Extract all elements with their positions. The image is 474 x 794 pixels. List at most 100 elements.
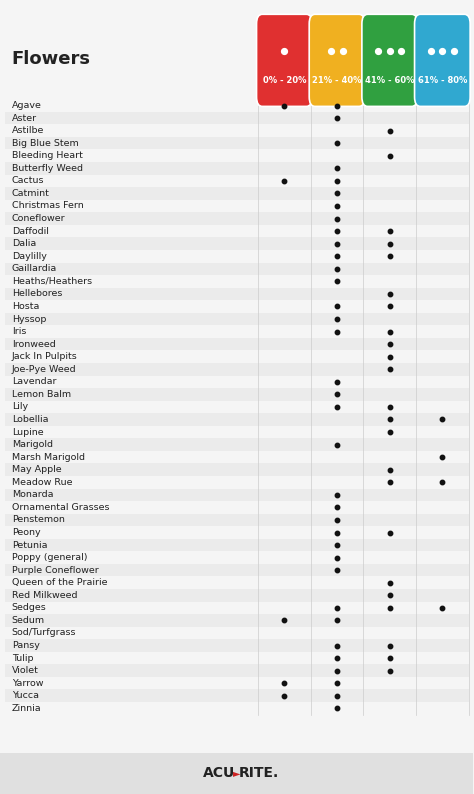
FancyBboxPatch shape	[5, 338, 469, 350]
FancyBboxPatch shape	[5, 263, 469, 275]
Text: Sod/Turfgrass: Sod/Turfgrass	[12, 629, 76, 638]
FancyBboxPatch shape	[5, 464, 469, 476]
FancyBboxPatch shape	[5, 426, 469, 438]
FancyBboxPatch shape	[5, 300, 469, 313]
FancyBboxPatch shape	[415, 14, 470, 106]
FancyBboxPatch shape	[5, 363, 469, 376]
Text: Lemon Balm: Lemon Balm	[12, 390, 71, 399]
FancyBboxPatch shape	[5, 589, 469, 602]
Text: Jack In Pulpits: Jack In Pulpits	[12, 353, 78, 361]
FancyBboxPatch shape	[5, 413, 469, 426]
FancyBboxPatch shape	[5, 313, 469, 326]
Text: Daffodil: Daffodil	[12, 226, 49, 236]
Text: Penstemon: Penstemon	[12, 515, 65, 525]
Text: Zinnia: Zinnia	[12, 703, 41, 713]
Text: Poppy (general): Poppy (general)	[12, 553, 87, 562]
Text: Ironweed: Ironweed	[12, 340, 55, 349]
Text: Flowers: Flowers	[12, 50, 91, 67]
Text: Yucca: Yucca	[12, 692, 39, 700]
Text: Coneflower: Coneflower	[12, 214, 65, 223]
FancyBboxPatch shape	[5, 564, 469, 576]
Text: 41% - 60%: 41% - 60%	[365, 76, 414, 85]
FancyBboxPatch shape	[362, 14, 418, 106]
FancyBboxPatch shape	[5, 401, 469, 413]
Text: Heaths/Heathers: Heaths/Heathers	[12, 277, 92, 286]
FancyBboxPatch shape	[5, 451, 469, 464]
FancyBboxPatch shape	[5, 614, 469, 626]
FancyBboxPatch shape	[5, 665, 469, 677]
FancyBboxPatch shape	[5, 275, 469, 287]
Text: Pansy: Pansy	[12, 641, 40, 650]
Text: Sedges: Sedges	[12, 603, 46, 612]
FancyBboxPatch shape	[5, 187, 469, 200]
FancyBboxPatch shape	[5, 175, 469, 187]
FancyBboxPatch shape	[5, 326, 469, 338]
FancyBboxPatch shape	[5, 237, 469, 250]
Text: Hellebores: Hellebores	[12, 289, 62, 299]
FancyBboxPatch shape	[5, 438, 469, 451]
FancyBboxPatch shape	[5, 488, 469, 501]
FancyBboxPatch shape	[5, 137, 469, 149]
Text: Agave: Agave	[12, 101, 42, 110]
FancyBboxPatch shape	[5, 677, 469, 689]
Text: Marigold: Marigold	[12, 440, 53, 449]
Text: Hyssop: Hyssop	[12, 314, 46, 323]
FancyBboxPatch shape	[5, 576, 469, 589]
Text: Dalia: Dalia	[12, 239, 36, 249]
FancyBboxPatch shape	[309, 14, 365, 106]
FancyBboxPatch shape	[256, 14, 312, 106]
FancyBboxPatch shape	[5, 539, 469, 551]
Text: 0% - 20%: 0% - 20%	[263, 76, 306, 85]
Text: Lobellia: Lobellia	[12, 415, 48, 424]
Text: Yarrow: Yarrow	[12, 679, 43, 688]
FancyBboxPatch shape	[5, 250, 469, 263]
Text: Gaillardia: Gaillardia	[12, 264, 57, 273]
Text: Aster: Aster	[12, 114, 37, 122]
FancyBboxPatch shape	[5, 212, 469, 225]
Text: 61% - 80%: 61% - 80%	[418, 76, 467, 85]
Text: 21% - 40%: 21% - 40%	[312, 76, 362, 85]
FancyBboxPatch shape	[5, 526, 469, 539]
Text: Monarda: Monarda	[12, 491, 54, 499]
FancyBboxPatch shape	[5, 639, 469, 652]
Text: Violet: Violet	[12, 666, 39, 675]
FancyBboxPatch shape	[5, 388, 469, 401]
Text: Butterfly Weed: Butterfly Weed	[12, 164, 83, 173]
FancyBboxPatch shape	[5, 602, 469, 614]
FancyBboxPatch shape	[5, 350, 469, 363]
Text: Lavendar: Lavendar	[12, 377, 56, 387]
Text: Lily: Lily	[12, 403, 28, 411]
FancyBboxPatch shape	[5, 702, 469, 715]
FancyBboxPatch shape	[5, 99, 469, 112]
FancyBboxPatch shape	[5, 112, 469, 125]
FancyBboxPatch shape	[5, 287, 469, 300]
FancyBboxPatch shape	[5, 225, 469, 237]
Text: Joe-Pye Weed: Joe-Pye Weed	[12, 364, 76, 374]
Text: Petunia: Petunia	[12, 541, 47, 549]
FancyBboxPatch shape	[5, 149, 469, 162]
FancyBboxPatch shape	[5, 162, 469, 175]
FancyBboxPatch shape	[5, 626, 469, 639]
Text: Peony: Peony	[12, 528, 40, 537]
Text: Marsh Marigold: Marsh Marigold	[12, 453, 85, 461]
FancyBboxPatch shape	[5, 125, 469, 137]
FancyBboxPatch shape	[5, 652, 469, 665]
Text: ►: ►	[233, 769, 240, 778]
Text: Cactus: Cactus	[12, 176, 45, 185]
Text: Queen of the Prairie: Queen of the Prairie	[12, 578, 107, 588]
Text: Red Milkweed: Red Milkweed	[12, 591, 77, 599]
Text: Astilbe: Astilbe	[12, 126, 44, 135]
Text: Purple Coneflower: Purple Coneflower	[12, 565, 99, 575]
Text: Sedum: Sedum	[12, 616, 45, 625]
FancyBboxPatch shape	[5, 551, 469, 564]
FancyBboxPatch shape	[5, 501, 469, 514]
Text: Lupine: Lupine	[12, 427, 44, 437]
Text: Ornamental Grasses: Ornamental Grasses	[12, 503, 109, 512]
Text: RITE.: RITE.	[238, 766, 279, 781]
Text: Hosta: Hosta	[12, 302, 39, 311]
Text: Iris: Iris	[12, 327, 26, 336]
FancyBboxPatch shape	[0, 753, 474, 794]
Text: Daylilly: Daylilly	[12, 252, 47, 260]
Text: Big Blue Stem: Big Blue Stem	[12, 139, 79, 148]
FancyBboxPatch shape	[5, 689, 469, 702]
